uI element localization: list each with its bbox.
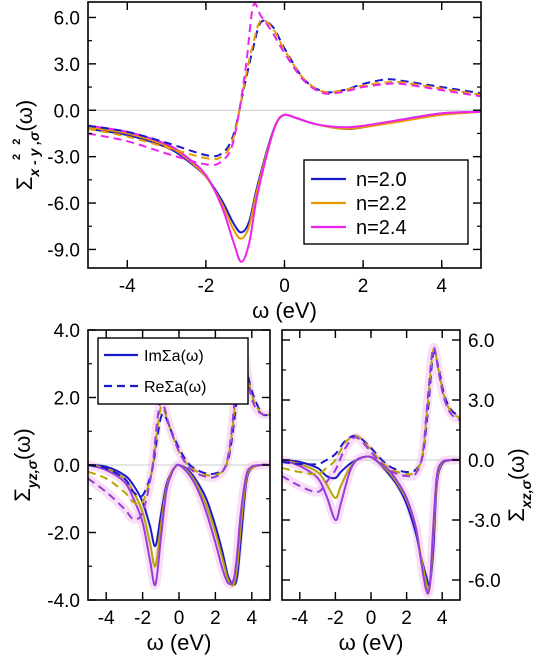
x-tick-label: 2 bbox=[358, 276, 369, 297]
legend-label-n22: n=2.2 bbox=[356, 193, 407, 215]
bottom-right-panel: -4 -2 0 2 4 -6.0 -3.0 0.0 3.0 6.0 ω (eV) Σxz,σ(ω) bbox=[281, 329, 534, 655]
y-tick-label: 0.0 bbox=[54, 456, 80, 477]
legend-label-re: ReΣa(ω) bbox=[144, 379, 206, 396]
top-axes: -4 -2 0 2 4 -9.0 -6.0 -3.0 0.0 3.0 6.0 bbox=[47, 2, 481, 297]
y-tick-label: 0.0 bbox=[54, 101, 80, 122]
bottom-left-legend-box bbox=[97, 337, 249, 405]
x-tick-label: 2 bbox=[210, 608, 221, 629]
series-im-n24 bbox=[88, 463, 270, 587]
bottom-left-x-axis-label: ω (eV) bbox=[147, 630, 212, 655]
y-tick-label: -3.0 bbox=[468, 511, 501, 532]
y-tick-label: 3.0 bbox=[468, 391, 494, 412]
legend-label-n24: n=2.4 bbox=[356, 217, 407, 239]
bottom-left-axes: -4 -2 0 2 4 -4.0 -2.0 0.0 2.0 4.0 bbox=[47, 321, 270, 629]
svg-text:Σxz,σ(ω): Σxz,σ(ω) bbox=[504, 448, 534, 521]
bottom-left-y-axis-label: Σyz,σ(ω) bbox=[10, 428, 40, 501]
top-y-axis-label-sup: 2 2 bbox=[11, 139, 23, 160]
y-tick-label: 6.0 bbox=[468, 331, 494, 352]
x-tick-label: -2 bbox=[327, 608, 344, 629]
series-im-n24 bbox=[88, 110, 481, 263]
x-tick-label: -2 bbox=[197, 276, 214, 297]
x-tick-label: 0 bbox=[366, 608, 377, 629]
bottom-right-y-axis-label: Σxz,σ(ω) bbox=[504, 448, 534, 521]
top-panel: -4 -2 0 2 4 -9.0 -6.0 -3.0 0.0 3.0 6.0 ω (eV) Σx -… bbox=[11, 1, 482, 323]
br-y-axis-label-paren: (ω) bbox=[504, 448, 529, 480]
series-re-n24 bbox=[282, 346, 460, 494]
y-tick-label: 6.0 bbox=[54, 8, 80, 29]
br-y-axis-label-base: Σ bbox=[504, 508, 529, 522]
legend-label-im: ImΣa(ω) bbox=[144, 348, 204, 365]
bl-y-axis-label-paren: (ω) bbox=[10, 428, 35, 460]
legend-label-n20: n=2.0 bbox=[356, 169, 407, 191]
bottom-right-axes: -4 -2 0 2 4 -6.0 -3.0 0.0 3.0 6.0 bbox=[282, 330, 501, 629]
x-tick-label: 2 bbox=[401, 608, 412, 629]
bl-y-axis-label-sub: yz,σ bbox=[24, 459, 40, 489]
x-tick-label: 0 bbox=[279, 276, 290, 297]
y-tick-label: 2.0 bbox=[54, 389, 80, 410]
series-re-n20 bbox=[88, 19, 481, 158]
top-legend: n=2.0 n=2.2 n=2.4 bbox=[303, 159, 469, 245]
y-tick-label: -9.0 bbox=[47, 240, 80, 261]
y-tick-label: 0.0 bbox=[468, 451, 494, 472]
top-y-axis-label-sub: x - y ,σ bbox=[26, 131, 42, 178]
series-re-n22 bbox=[88, 18, 481, 161]
bottom-left-legend: ImΣa(ω) ReΣa(ω) bbox=[97, 337, 249, 405]
series-re-n24 bbox=[88, 2, 481, 166]
y-tick-label: -6.0 bbox=[468, 571, 501, 592]
top-y-axis-label-paren: (ω) bbox=[12, 100, 37, 132]
series-im-n22 bbox=[88, 463, 270, 587]
y-tick-label: -4.0 bbox=[47, 591, 80, 612]
br-y-axis-label-sub: xz,σ bbox=[518, 479, 534, 509]
svg-text:Σx - y ,σ(ω): Σx - y ,σ(ω) bbox=[12, 100, 42, 191]
top-y-axis-label-base: Σ bbox=[12, 177, 37, 191]
y-tick-label: 4.0 bbox=[54, 321, 80, 342]
y-tick-label: -3.0 bbox=[47, 148, 80, 169]
x-tick-label: 4 bbox=[436, 276, 447, 297]
x-tick-label: -4 bbox=[291, 608, 308, 629]
y-tick-label: -6.0 bbox=[47, 194, 80, 215]
x-tick-label: 0 bbox=[174, 608, 185, 629]
x-tick-label: -4 bbox=[119, 276, 136, 297]
x-tick-label: 4 bbox=[247, 608, 258, 629]
y-tick-label: 3.0 bbox=[54, 55, 80, 76]
bottom-right-series-layer bbox=[282, 346, 460, 595]
x-tick-label: -2 bbox=[134, 608, 151, 629]
y-tick-label: -2.0 bbox=[47, 524, 80, 545]
x-tick-label: 4 bbox=[437, 608, 448, 629]
svg-text:Σyz,σ(ω): Σyz,σ(ω) bbox=[10, 428, 40, 501]
top-series-layer bbox=[88, 2, 481, 263]
bottom-left-panel: -4 -2 0 2 4 -4.0 -2.0 0.0 2.0 4.0 ω (eV) Σyz,σ(ω)… bbox=[10, 321, 271, 655]
series-im-n24 bbox=[282, 455, 460, 595]
top-x-axis-label: ω (eV) bbox=[252, 298, 317, 323]
x-tick-label: -4 bbox=[98, 608, 115, 629]
series-re-n22 bbox=[88, 347, 270, 506]
bl-y-axis-label-base: Σ bbox=[10, 488, 35, 502]
top-y-axis-label: Σx - y ,σ(ω) 2 2 bbox=[11, 100, 42, 191]
bottom-right-x-axis-label: ω (eV) bbox=[339, 630, 404, 655]
